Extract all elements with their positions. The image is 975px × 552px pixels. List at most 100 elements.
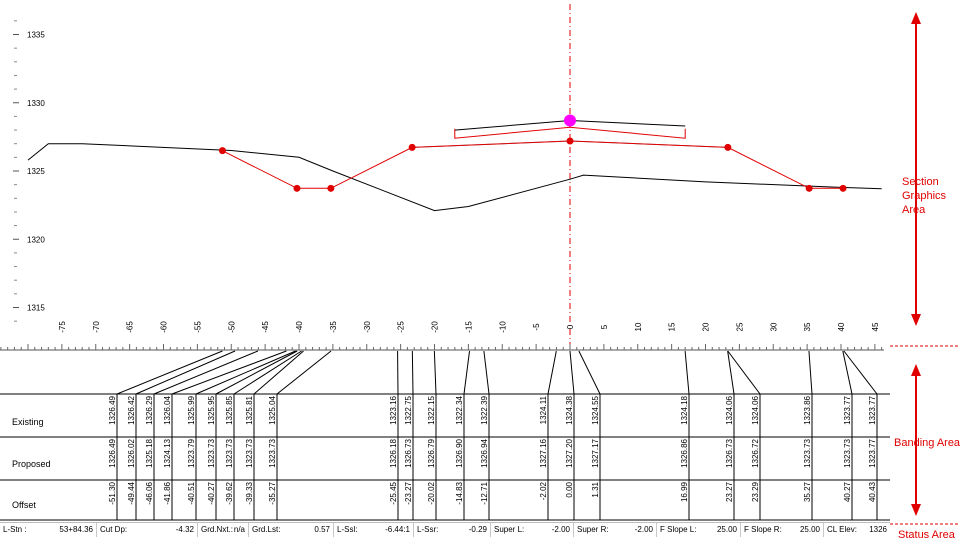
band-value-proposed: 1326.73 — [404, 438, 413, 467]
band-leader — [215, 350, 298, 395]
section-point[interactable] — [408, 143, 416, 151]
status-field: Grd.Lst: 0.57 — [249, 523, 334, 537]
band-value-proposed: 1326.86 — [680, 438, 689, 467]
y-axis-label: 1320 — [27, 235, 45, 244]
section-point[interactable] — [839, 184, 847, 192]
band-value-proposed: 1326.49 — [108, 438, 117, 467]
band-value-offset: -39.62 — [225, 481, 234, 504]
band-value-proposed: 1323.73 — [245, 438, 254, 467]
band-value-existing: 1323.86 — [803, 395, 812, 424]
elevation-axis: 1335 1330 1325 1320 1315 — [13, 20, 45, 322]
band-value-offset: -41.86 — [163, 481, 172, 504]
section-graphics-annotation-1: Section — [902, 176, 939, 188]
section-point[interactable] — [218, 147, 226, 155]
band-value-proposed: 1327.20 — [565, 438, 574, 467]
band-leader — [411, 350, 414, 395]
band-value-proposed: 1326.72 — [751, 438, 760, 467]
banding-area-annotation: Banding Area — [894, 437, 961, 449]
status-field: F Slope R: 25.00 — [741, 523, 824, 537]
band-value-offset: -23.27 — [404, 481, 413, 504]
status-field: Grd.Nxt.: n/a — [198, 523, 249, 537]
x-axis-label: -55 — [193, 321, 202, 333]
band-value-proposed: 1327.17 — [591, 438, 600, 467]
band-value-existing: 1326.29 — [145, 395, 154, 424]
x-axis-label: -20 — [431, 321, 440, 333]
band-value-proposed: 1327.16 — [539, 438, 548, 467]
band-value-existing: 1322.75 — [404, 395, 413, 424]
x-axis-label: 0 — [566, 324, 575, 329]
band-value-offset: -46.06 — [145, 481, 154, 504]
crown-point-marker[interactable] — [564, 114, 576, 127]
band-value-offset: 16.99 — [680, 481, 689, 502]
band-value-offset: -14.83 — [455, 481, 464, 504]
section-point[interactable] — [327, 184, 335, 192]
band-leader — [433, 350, 437, 395]
section-point[interactable] — [724, 143, 732, 151]
status-field: Super R: -2.00 — [574, 523, 657, 537]
band-value-offset: -2.02 — [539, 481, 548, 500]
band-value-existing: 1324.11 — [539, 395, 548, 424]
x-axis-label: 5 — [600, 324, 609, 329]
band-value-offset: -25.45 — [389, 481, 398, 504]
band-leader — [684, 350, 690, 395]
band-value-existing: 1323.77 — [843, 395, 852, 424]
band-value-existing: 1325.81 — [245, 395, 254, 424]
band-value-offset: -49.44 — [127, 481, 136, 504]
band-value-proposed: 1323.73 — [268, 438, 277, 467]
section-points[interactable] — [218, 137, 847, 192]
band-leader — [569, 350, 575, 395]
y-axis-label: 1315 — [27, 304, 45, 313]
band-value-existing: 1322.39 — [480, 395, 489, 424]
pavement-bracket — [454, 126, 686, 139]
band-leader — [153, 350, 259, 395]
section-point[interactable] — [566, 137, 574, 145]
x-axis-label: -65 — [126, 321, 135, 333]
band-leader — [135, 350, 236, 395]
x-axis-label: -15 — [464, 321, 473, 333]
band-value-proposed: 1326.18 — [389, 438, 398, 467]
proposed-section-line — [222, 140, 843, 189]
status-field: L-Ssl: -6.44:1 — [334, 523, 414, 537]
band-value-offset: 40.43 — [868, 481, 877, 502]
band-value-existing: 1324.18 — [680, 395, 689, 424]
status-area-annotation: Status Area — [898, 529, 956, 541]
band-value-proposed: 1326.90 — [455, 438, 464, 467]
x-axis-label: -45 — [261, 321, 270, 333]
band-value-offset: 23.27 — [725, 481, 734, 502]
x-axis-label: 45 — [871, 322, 880, 331]
x-axis-label: -70 — [92, 321, 101, 333]
band-value-proposed: 1325.18 — [145, 438, 154, 467]
section-point[interactable] — [805, 184, 813, 192]
band-value-offset: -35.27 — [268, 481, 277, 504]
band-leader — [195, 350, 296, 395]
band-value-existing: 1323.77 — [868, 395, 877, 424]
band-label-proposed: Proposed — [12, 459, 51, 469]
band-label-existing: Existing — [12, 417, 44, 427]
band-leader — [483, 350, 490, 395]
band-leader — [116, 350, 223, 395]
band-value-offset: -40.27 — [207, 481, 216, 504]
existing-ground-line — [27, 143, 882, 212]
banding-area: 1326.49 1326.49 -51.30 1326.42 1326.02 -49.44… — [0, 350, 890, 521]
status-field: L-Stn :53+84.36 — [0, 523, 97, 537]
band-leader — [578, 350, 601, 395]
area-annotations: Section Graphics Area Banding Area Statu… — [890, 12, 961, 541]
x-axis-label: -10 — [498, 321, 507, 333]
band-leader — [463, 350, 471, 395]
x-axis-label: 30 — [769, 322, 778, 331]
band-leader — [547, 350, 557, 395]
band-value-proposed: 1323.73 — [843, 438, 852, 467]
band-value-offset: -39.33 — [245, 481, 254, 504]
band-leader — [233, 350, 302, 395]
band-value-offset: -51.30 — [108, 481, 117, 504]
section-point[interactable] — [293, 184, 301, 192]
band-leader — [727, 350, 735, 395]
section-graphics-area[interactable]: 1335 1330 1325 1320 1315 — [13, 4, 882, 346]
band-value-proposed: 1323.77 — [868, 438, 877, 467]
band-value-existing: 1322.15 — [427, 395, 436, 424]
band-leader — [808, 350, 813, 395]
band-value-offset: -12.71 — [480, 481, 489, 504]
band-value-proposed: 1324.13 — [163, 438, 172, 467]
band-value-existing: 1326.49 — [108, 395, 117, 424]
band-leader — [253, 350, 304, 395]
